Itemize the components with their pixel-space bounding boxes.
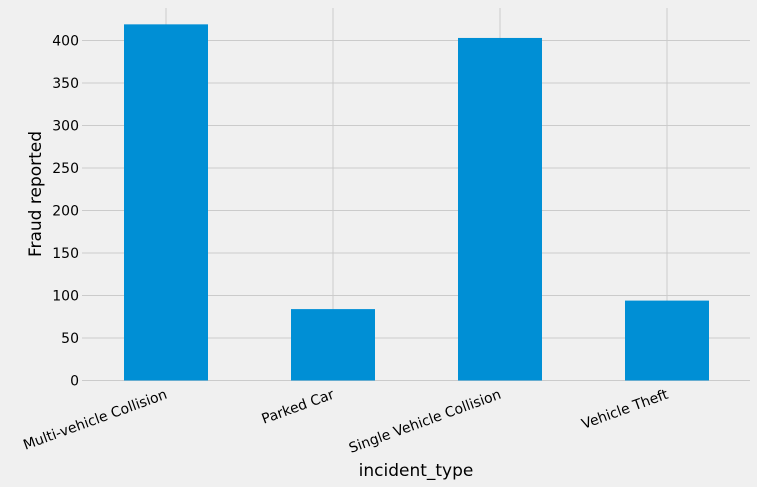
y-tick-label: 100 — [52, 289, 79, 305]
bar-vehicle-theft — [625, 300, 709, 381]
bar-multi-vehicle-collision — [124, 24, 208, 381]
y-tick-label: 350 — [52, 76, 79, 92]
bars — [124, 24, 709, 381]
bar-parked-car — [291, 309, 375, 381]
y-tick-label: 50 — [61, 331, 79, 347]
y-tick-label: 0 — [70, 374, 79, 390]
x-tick-labels: Multi-vehicle Collision Parked Car Single … — [21, 387, 671, 457]
y-tick-label: 200 — [52, 204, 79, 220]
x-axis-title: incident_type — [359, 461, 474, 481]
x-tick-label: Single Vehicle Collision — [347, 387, 503, 457]
y-axis-title: Fraud reported — [26, 131, 46, 257]
x-tick-label: Parked Car — [260, 387, 337, 428]
y-tick-label: 250 — [52, 161, 79, 177]
y-tick-label: 300 — [52, 119, 79, 135]
y-tick-labels: 0 50 100 150 200 250 300 350 400 — [52, 34, 79, 390]
x-tick-label: Vehicle Theft — [580, 387, 671, 433]
bar-single-vehicle-collision — [458, 37, 542, 381]
x-tick-label: Multi-vehicle Collision — [21, 387, 169, 454]
y-tick-label: 150 — [52, 246, 79, 262]
y-tick-label: 400 — [52, 34, 79, 50]
